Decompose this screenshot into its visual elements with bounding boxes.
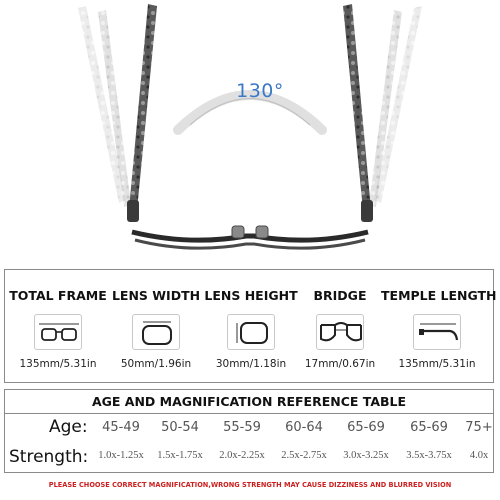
age-cell: 65-69	[347, 420, 385, 435]
spec-bridge: BRIDGE 17mm/0.67in	[299, 270, 381, 382]
specifications-panel: TOTAL FRAME 135mm/5.31in LENS WIDTH 50mm…	[4, 269, 497, 383]
spec-title: TEMPLE LENGTH	[381, 288, 497, 303]
table-title: AGE AND MAGNIFICATION REFERENCE TABLE	[91, 394, 407, 409]
left-temple-ghost-1	[98, 10, 131, 207]
glasses-illustration	[78, 4, 422, 250]
spec-title: LENS HEIGHT	[204, 288, 298, 303]
total-frame-icon	[34, 314, 82, 350]
age-cell: 65-69	[410, 420, 448, 435]
strength-cell: 3.5x-3.75x	[406, 450, 452, 461]
spec-value: 17mm/0.67in	[304, 358, 376, 370]
strength-cell: 1.0x-1.25x	[98, 450, 144, 461]
temple-length-icon	[413, 314, 461, 350]
right-temple-ghost-1	[369, 10, 402, 207]
strength-cell: 3.0x-3.25x	[343, 450, 389, 461]
strength-row-label: Strength:	[9, 447, 89, 467]
age-cell: 75+	[465, 420, 493, 435]
spec-value: 50mm/1.96in	[120, 358, 192, 370]
spec-lens-height: LENS HEIGHT 30mm/1.18in	[203, 270, 299, 382]
age-cell: 60-64	[285, 420, 323, 435]
age-cell: 45-49	[102, 420, 140, 435]
spec-temple-length: TEMPLE LENGTH 135mm/5.31in	[381, 270, 497, 382]
left-temple	[127, 4, 157, 222]
angle-arc	[173, 90, 327, 135]
age-cell: 50-54	[161, 420, 199, 435]
strength-cell: 2.0x-2.25x	[219, 450, 265, 461]
spec-title: LENS WIDTH	[111, 288, 201, 303]
product-photo: 130°	[78, 4, 422, 250]
spec-value: 135mm/5.31in	[19, 358, 97, 370]
front-frame	[131, 225, 369, 250]
spec-lens-width: LENS WIDTH 50mm/1.96in	[109, 270, 203, 382]
strength-cell: 1.5x-1.75x	[157, 450, 203, 461]
spec-total-frame: TOTAL FRAME 135mm/5.31in	[7, 270, 109, 382]
magnification-table: AGE AND MAGNIFICATION REFERENCE TABLE Ag…	[4, 389, 494, 473]
bridge-icon	[316, 314, 364, 350]
spec-value: 30mm/1.18in	[215, 358, 287, 370]
strength-cell: 2.5x-2.75x	[281, 450, 327, 461]
warning-text: PLEASE CHOOSE CORRECT MAGNIFICATION,WRON…	[48, 481, 452, 489]
right-temple-ghost-2	[374, 6, 422, 203]
age-row-label: Age:	[49, 417, 88, 437]
age-cell: 55-59	[223, 420, 261, 435]
angle-label: 130°	[236, 80, 284, 102]
spec-title: TOTAL FRAME	[9, 288, 107, 303]
table-divider	[5, 413, 493, 414]
strength-cell: 4.0x	[469, 450, 489, 461]
spec-value: 135mm/5.31in	[398, 358, 476, 370]
right-temple	[343, 4, 373, 222]
left-temple-ghost-2	[78, 6, 126, 203]
lens-width-icon	[132, 314, 180, 350]
spec-title: BRIDGE	[313, 288, 367, 303]
lens-height-icon	[227, 314, 275, 350]
